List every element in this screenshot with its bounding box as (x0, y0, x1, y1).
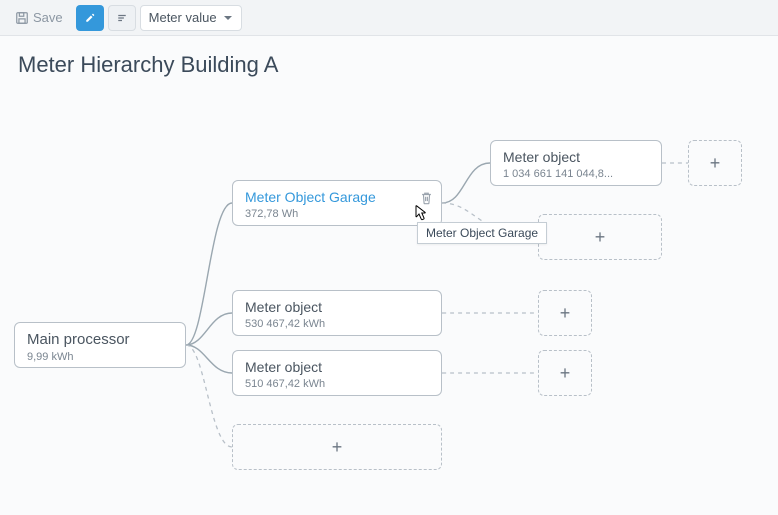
add-child-meter-1[interactable]: + (538, 290, 592, 336)
node-value: 1 034 661 141 044,8... (503, 168, 649, 180)
plus-icon: + (332, 437, 343, 458)
tooltip: Meter Object Garage (417, 222, 547, 244)
plus-icon: + (710, 153, 721, 174)
hierarchy-canvas: Main processor 9,99 kWh Meter Object Gar… (0, 0, 778, 515)
node-value: 9,99 kWh (27, 351, 173, 363)
plus-icon: + (560, 363, 571, 384)
add-child-garage[interactable]: + (538, 214, 662, 260)
add-child-main[interactable]: + (232, 424, 442, 470)
node-main-processor[interactable]: Main processor 9,99 kWh (14, 322, 186, 368)
node-value: 372,78 Wh (245, 208, 429, 220)
node-meter-child[interactable]: Meter object 1 034 661 141 044,8... (490, 140, 662, 186)
plus-icon: + (595, 227, 606, 248)
node-title: Meter Object Garage (245, 189, 429, 206)
node-title: Meter object (245, 359, 429, 376)
node-meter-2[interactable]: Meter object 510 467,42 kWh (232, 350, 442, 396)
node-value: 530 467,42 kWh (245, 318, 429, 330)
node-title: Meter object (503, 149, 649, 166)
node-meter-1[interactable]: Meter object 530 467,42 kWh (232, 290, 442, 336)
plus-icon: + (560, 303, 571, 324)
cursor-pointer (410, 204, 428, 226)
add-child-meter-2[interactable]: + (538, 350, 592, 396)
trash-icon (420, 191, 433, 205)
node-title: Main processor (27, 331, 173, 349)
add-child-l2-0[interactable]: + (688, 140, 742, 186)
node-value: 510 467,42 kWh (245, 378, 429, 390)
node-title: Meter object (245, 299, 429, 316)
